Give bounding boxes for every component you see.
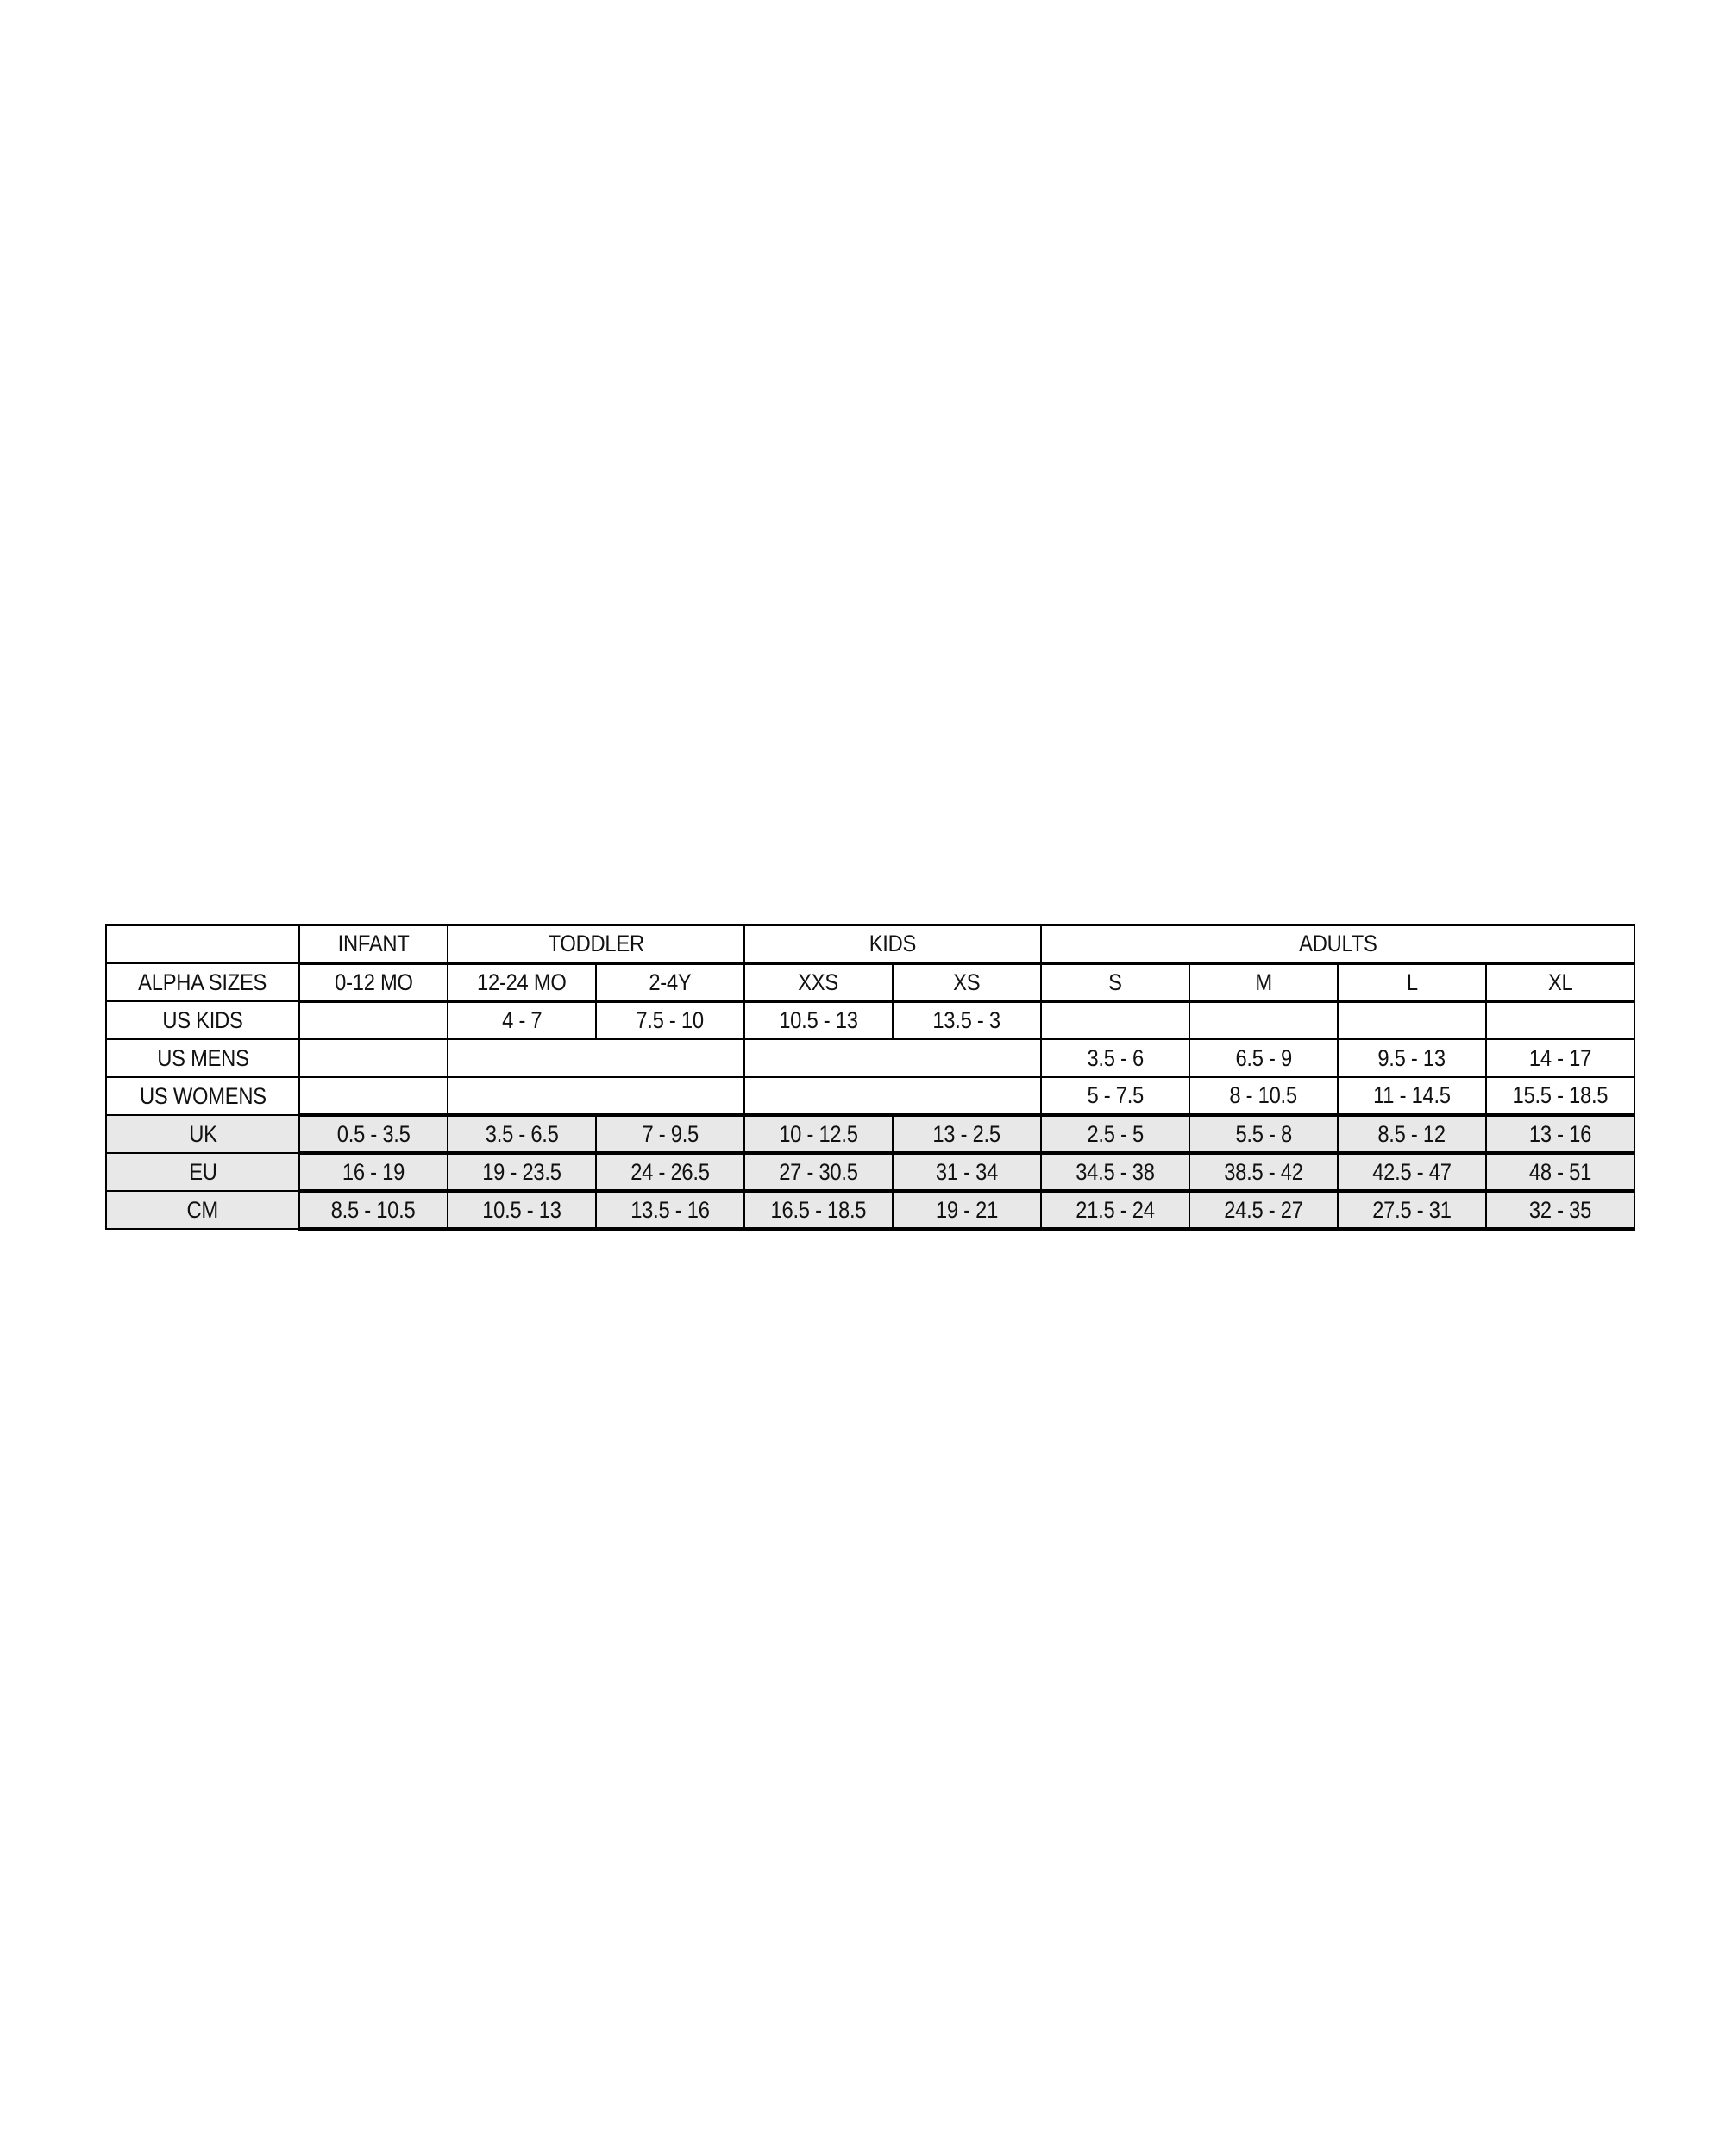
size-cell: XXS [743,962,894,1003]
row-us-mens: US MENS 3.5 - 6 6.5 - 9 9.5 - 13 14 - 17 [105,1038,1635,1078]
size-cell: 13.5 - 3 [892,1000,1042,1040]
size-cell: 31 - 34 [892,1151,1042,1193]
row-alpha-sizes: ALPHA SIZES 0-12 MO 12-24 MO 2-4Y XXS XS… [105,962,1635,1003]
row-cm: CM 8.5 - 10.5 10.5 - 13 13.5 - 16 16.5 -… [105,1189,1635,1231]
row-label: CM [105,1190,300,1230]
row-label: ALPHA SIZES [105,962,300,1002]
size-cell: XS [892,962,1042,1003]
row-us-womens: US WOMENS 5 - 7.5 8 - 10.5 11 - 14.5 15.… [105,1076,1635,1117]
row-us-kids: US KIDS 4 - 7 7.5 - 10 10.5 - 13 13.5 - … [105,1000,1635,1040]
size-cell: 10.5 - 13 [447,1189,597,1231]
size-cell: 27 - 30.5 [743,1151,894,1193]
size-cell: 24 - 26.5 [595,1151,745,1193]
size-cell: 3.5 - 6 [1040,1038,1190,1078]
size-cell [1337,1000,1487,1040]
size-cell: 0-12 MO [298,962,448,1003]
size-cell: 4 - 7 [447,1000,597,1040]
size-cell: 11 - 14.5 [1337,1076,1487,1117]
column-group-adults: ADULTS [1040,924,1635,964]
size-cell: L [1337,962,1487,1003]
size-cell [447,1038,745,1078]
size-cell [298,1000,448,1040]
size-cell: 32 - 35 [1485,1189,1635,1231]
size-cell: 34.5 - 38 [1040,1151,1190,1193]
size-cell: 0.5 - 3.5 [298,1113,448,1155]
size-cell: 14 - 17 [1485,1038,1635,1078]
size-cell: 9.5 - 13 [1337,1038,1487,1078]
size-conversion-table: INFANT TODDLER KIDS ADULTS ALPHA SIZES 0… [105,924,1635,1231]
size-cell: 13 - 16 [1485,1113,1635,1155]
row-eu: EU 16 - 19 19 - 23.5 24 - 26.5 27 - 30.5… [105,1151,1635,1193]
size-cell: M [1189,962,1339,1003]
size-cell: 2-4Y [595,962,745,1003]
size-cell [1189,1000,1339,1040]
size-cell: 21.5 - 24 [1040,1189,1190,1231]
row-uk: UK 0.5 - 3.5 3.5 - 6.5 7 - 9.5 10 - 12.5… [105,1113,1635,1155]
size-chart: INFANT TODDLER KIDS ADULTS ALPHA SIZES 0… [105,924,1635,1231]
size-cell: 42.5 - 47 [1337,1151,1487,1193]
size-cell: 7 - 9.5 [595,1113,745,1155]
size-cell: 19 - 21 [892,1189,1042,1231]
size-cell [447,1076,745,1117]
size-cell: 5 - 7.5 [1040,1076,1190,1117]
size-cell [743,1038,1042,1078]
size-cell: 16 - 19 [298,1151,448,1193]
size-cell: 2.5 - 5 [1040,1113,1190,1155]
size-cell: XL [1485,962,1635,1003]
size-cell: 12-24 MO [447,962,597,1003]
column-group-toddler: TODDLER [447,924,745,964]
size-cell: 16.5 - 18.5 [743,1189,894,1231]
size-cell: 38.5 - 42 [1189,1151,1339,1193]
row-label: EU [105,1152,300,1192]
size-cell: 13.5 - 16 [595,1189,745,1231]
size-cell: 27.5 - 31 [1337,1189,1487,1231]
size-cell: 6.5 - 9 [1189,1038,1339,1078]
corner-cell [105,924,300,964]
size-cell: 5.5 - 8 [1189,1113,1339,1155]
size-cell [1040,1000,1190,1040]
size-cell: 15.5 - 18.5 [1485,1076,1635,1117]
row-label: US KIDS [105,1000,300,1040]
row-label: US WOMENS [105,1076,300,1116]
size-cell: 10.5 - 13 [743,1000,894,1040]
column-group-infant: INFANT [298,924,448,964]
size-cell [298,1076,448,1117]
size-cell [743,1076,1042,1117]
size-cell: S [1040,962,1190,1003]
size-cell: 8 - 10.5 [1189,1076,1339,1117]
size-cell: 19 - 23.5 [447,1151,597,1193]
size-cell: 10 - 12.5 [743,1113,894,1155]
size-cell: 13 - 2.5 [892,1113,1042,1155]
column-group-header-row: INFANT TODDLER KIDS ADULTS [105,924,1635,964]
size-cell [298,1038,448,1078]
row-label: UK [105,1114,300,1154]
size-cell: 8.5 - 12 [1337,1113,1487,1155]
size-cell [1485,1000,1635,1040]
size-cell: 48 - 51 [1485,1151,1635,1193]
size-cell: 7.5 - 10 [595,1000,745,1040]
row-label: US MENS [105,1038,300,1078]
column-group-kids: KIDS [743,924,1042,964]
size-cell: 24.5 - 27 [1189,1189,1339,1231]
size-cell: 3.5 - 6.5 [447,1113,597,1155]
size-cell: 8.5 - 10.5 [298,1189,448,1231]
